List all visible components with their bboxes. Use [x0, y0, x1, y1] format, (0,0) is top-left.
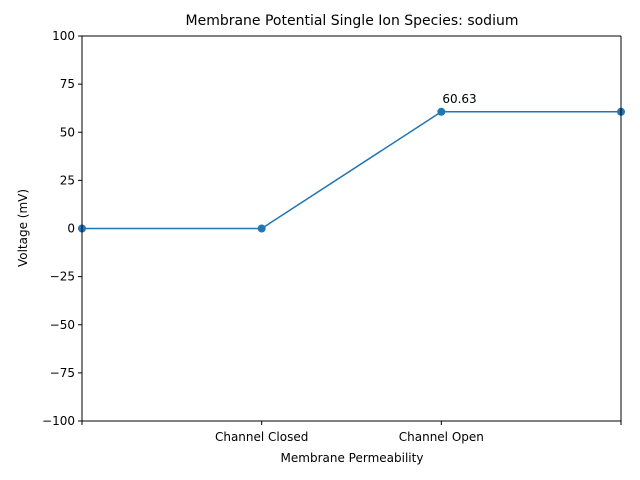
y-tick-label: 0: [67, 222, 75, 236]
data-point: [257, 224, 266, 233]
chart-title: Membrane Potential Single Ion Species: s…: [186, 13, 519, 29]
y-tick-label: −75: [50, 366, 75, 380]
y-tick-label: 25: [60, 173, 75, 187]
series-line: [82, 111, 621, 230]
x-tick-label: Channel Open: [399, 430, 484, 444]
y-tick-label: −100: [42, 414, 75, 428]
data-label: 60.63: [442, 92, 476, 106]
y-tick-label: 75: [60, 77, 75, 91]
y-tick-label: 100: [52, 29, 75, 43]
x-tick-label: Channel Closed: [215, 430, 308, 444]
x-axis-label: Membrane Permeability: [281, 451, 424, 465]
y-axis-label: Voltage (mV): [16, 189, 30, 267]
y-tick-label: −25: [50, 270, 75, 284]
y-tick-label: −50: [50, 318, 75, 332]
y-tick-label: 50: [60, 125, 75, 139]
data-point: [437, 107, 446, 116]
plot-area: −100 −75 −50 −25 0 25 50 75 100 Channel Closed Cha…: [42, 29, 625, 444]
